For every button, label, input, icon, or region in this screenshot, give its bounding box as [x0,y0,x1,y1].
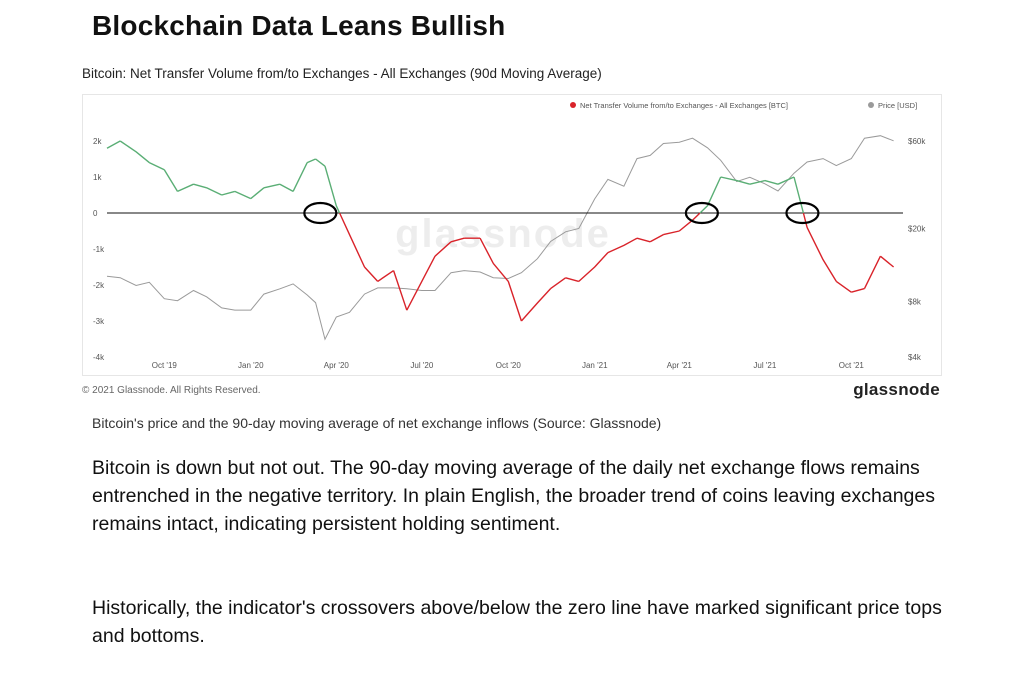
paragraph-2: Historically, the indicator's crossovers… [92,597,942,647]
x-tick-label: Oct '20 [496,361,522,370]
y-right-tick-label: $8k [908,298,922,307]
x-axis: Oct '19 Jan '20 Apr '20 Jul '20 Oct '20 Jan '… [152,361,865,370]
legend-marker-net-volume [570,102,576,108]
legend-label-price: Price [USD] [878,101,917,110]
chart-legend: Net Transfer Volume from/to Exchanges - … [570,101,917,110]
x-tick-label: Jul '21 [753,361,776,370]
y-left-tick-label: -1k [93,245,105,254]
chart-panel: Net Transfer Volume from/to Exchanges - … [82,94,942,376]
glassnode-logo: glassnode [853,380,940,399]
y-right-tick-label: $4k [908,353,922,362]
x-tick-label: Oct '19 [152,361,178,370]
x-tick-label: Jul '20 [410,361,433,370]
y-left-tick-label: -4k [93,353,105,362]
y-axis-left: 2k 1k 0 -1k -2k -3k -4k [93,137,105,362]
legend-marker-price [868,102,874,108]
y-right-tick-label: $60k [908,137,926,146]
figure-caption: Bitcoin's price and the 90-day moving av… [92,415,662,431]
chart-watermark: glassnode [395,212,611,256]
y-right-tick-label: $20k [908,225,926,234]
x-tick-label: Apr '20 [324,361,350,370]
chart-title: Bitcoin: Net Transfer Volume from/to Exc… [82,66,602,81]
y-axis-right: $60k $20k $8k $4k [908,137,926,362]
x-tick-label: Oct '21 [839,361,865,370]
chart-copyright: © 2021 Glassnode. All Rights Reserved. [82,385,261,396]
chart-svg: Net Transfer Volume from/to Exchanges - … [93,101,926,370]
y-left-tick-label: 2k [93,137,102,146]
crossover-circle [785,201,820,225]
y-left-tick-label: 0 [93,209,98,218]
y-left-tick-label: -3k [93,317,105,326]
headline: Blockchain Data Leans Bullish [92,10,506,41]
paragraph-1: Bitcoin is down but not out. The 90-day … [92,457,935,535]
crossover-circle [684,201,719,225]
y-left-tick-label: -2k [93,281,105,290]
crossover-circles [303,201,820,225]
y-left-tick-label: 1k [93,173,102,182]
net-volume-negative-line [338,212,895,322]
x-tick-label: Jan '20 [238,361,264,370]
x-tick-label: Apr '21 [667,361,693,370]
net-volume-positive-line [106,140,805,214]
x-tick-label: Jan '21 [582,361,608,370]
crossover-circle [303,201,338,225]
legend-label-net-volume: Net Transfer Volume from/to Exchanges - … [580,101,788,110]
